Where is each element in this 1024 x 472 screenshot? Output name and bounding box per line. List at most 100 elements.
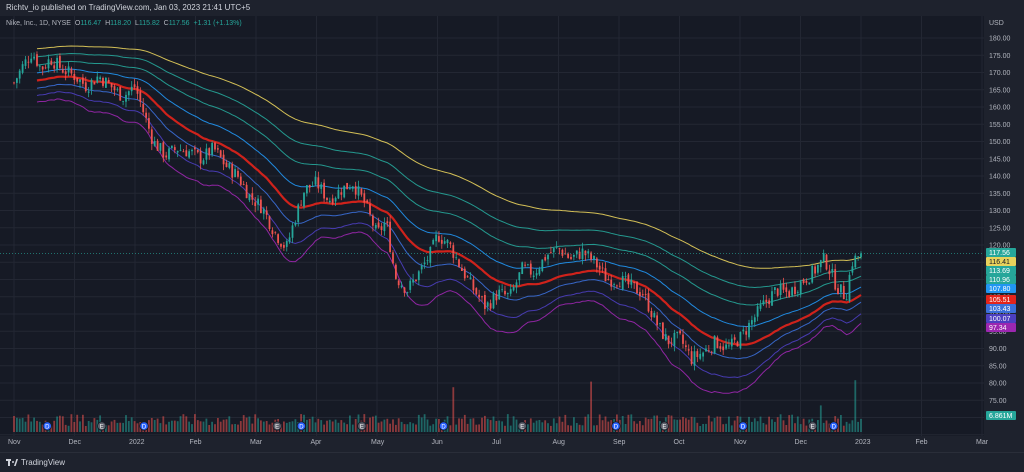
volume-bar [489,420,492,432]
x-tick-label: Nov [734,439,747,446]
volume-bar [819,405,822,432]
volume-bar [604,416,607,432]
candle-body [515,282,518,288]
candle-body [159,143,162,151]
volume-bar [105,425,107,432]
volume-bar [219,421,222,432]
volume-bar [417,414,420,432]
volume-bar [262,421,265,432]
price-tag-label: 103.43 [989,306,1011,313]
volume-bar [636,423,638,432]
volume-bar [173,420,176,432]
chart-area[interactable]: D E D E D E D E D E D E D 180.00 175.00 170.00 165.00 160… [0,16,1024,436]
candle-body [142,104,145,113]
y-tick-label: 95.00 [989,329,1007,336]
candle-body [162,142,165,158]
candle-body [202,160,205,165]
candle-body [596,258,598,268]
candle-body [636,281,638,294]
candle-body [719,346,722,349]
volume-bar [374,415,377,432]
candle-body [484,295,486,309]
candle-body [550,252,552,254]
x-tick-label: Feb [915,439,928,446]
volume-bar [90,422,93,432]
volume-bar [733,420,736,432]
tradingview-logo[interactable]: TradingView [6,458,65,467]
candle-body [722,346,725,351]
candle-body [127,91,130,96]
candle-body [739,332,742,349]
volume-bar [334,419,337,432]
volume-bar [682,416,684,432]
candle-body [173,147,176,151]
volume-bar [676,419,679,432]
candle-body [165,155,168,158]
candle-body [705,348,707,352]
candle-body [389,221,391,253]
candle-body [469,277,472,280]
candle-body [518,272,521,281]
candle-body [188,151,190,158]
price-chart[interactable]: D E D E D E D E D E D E D 180.00 175.00 170.00 165.00 160… [0,16,1024,436]
currency-label: USD [989,20,1004,27]
volume-bar [237,424,239,432]
candle-body [61,69,64,73]
volume-bar [423,414,426,432]
candle-body [564,253,567,255]
volume-bar [41,424,44,432]
candle-body [527,264,529,266]
y-tick-label: 180.00 [989,36,1011,43]
volume-bar [349,415,351,432]
volume-bar [578,424,581,432]
price-tag-label: 100.07 [989,316,1011,323]
volume-bar [50,425,53,432]
volume-bar [753,418,756,432]
candle-body [171,145,173,148]
candle-body [357,186,360,196]
volume-bar [478,424,480,432]
volume-bar [30,421,33,432]
candle-body [486,302,489,307]
volume-bar [567,425,569,432]
bottom-bar: TradingView [0,452,1024,472]
volume-bar [822,422,825,432]
candle-body [601,267,604,269]
volume-bar [191,424,193,432]
volume-bar [288,421,291,432]
price-tag-label: 116.41 [989,259,1010,266]
volume-bar [699,426,702,432]
candle-body [214,142,216,150]
volume-bar [87,421,90,432]
volume-bar [406,424,409,432]
candle-body [179,149,182,151]
x-tick-label: Oct [673,439,685,446]
volume-bar [392,419,394,432]
volume-bar [656,415,658,432]
moving-average-line [36,75,862,346]
candle-body [24,59,27,66]
candle-body [251,193,254,200]
volume-bar [133,421,136,432]
candle-body [176,150,179,153]
candle-body [211,143,213,155]
price-tag [986,411,1016,420]
candle-body [257,198,259,205]
volume-bar [469,418,472,432]
volume-bar [854,380,857,432]
candle-body [87,91,90,93]
candle-body [64,71,67,75]
volume-bar [748,416,750,432]
event-marker-label: E [520,425,524,431]
volume-bar [610,420,613,432]
volume-bar [415,424,417,432]
volume-bar [343,422,346,432]
event-marker-label: D [832,425,837,431]
moving-average-line [36,83,862,360]
candle-body [18,70,21,79]
event-marker-icon [42,421,52,431]
candle-body [406,292,409,293]
volume-bar [156,418,159,432]
candle-body [33,56,35,59]
volume-bar [239,421,242,432]
